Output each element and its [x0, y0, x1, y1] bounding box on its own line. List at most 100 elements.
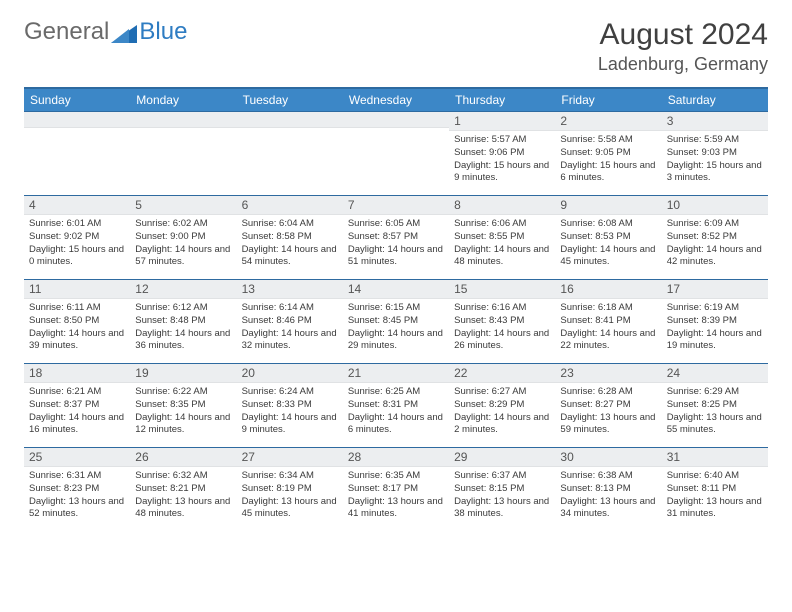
sunrise-text: Sunrise: 6:27 AM — [454, 386, 550, 399]
sunrise-text: Sunrise: 6:02 AM — [135, 218, 231, 231]
day-details: Sunrise: 5:57 AMSunset: 9:06 PMDaylight:… — [449, 131, 555, 189]
day-number: 30 — [555, 448, 661, 467]
calendar-day-cell: 9Sunrise: 6:08 AMSunset: 8:53 PMDaylight… — [555, 196, 661, 280]
sunset-text: Sunset: 8:41 PM — [560, 315, 656, 328]
sunrise-text: Sunrise: 6:09 AM — [667, 218, 763, 231]
calendar-day-cell: 30Sunrise: 6:38 AMSunset: 8:13 PMDayligh… — [555, 448, 661, 532]
day-number — [24, 112, 130, 128]
daylight-text: Daylight: 14 hours and 54 minutes. — [242, 244, 338, 270]
daylight-text: Daylight: 14 hours and 9 minutes. — [242, 412, 338, 438]
day-number: 18 — [24, 364, 130, 383]
sunrise-text: Sunrise: 5:58 AM — [560, 134, 656, 147]
calendar-day-cell: 7Sunrise: 6:05 AMSunset: 8:57 PMDaylight… — [343, 196, 449, 280]
daylight-text: Daylight: 14 hours and 26 minutes. — [454, 328, 550, 354]
calendar-day-cell: 16Sunrise: 6:18 AMSunset: 8:41 PMDayligh… — [555, 280, 661, 364]
day-number: 12 — [130, 280, 236, 299]
day-header: Wednesday — [343, 88, 449, 112]
day-details: Sunrise: 6:05 AMSunset: 8:57 PMDaylight:… — [343, 215, 449, 273]
sunrise-text: Sunrise: 6:38 AM — [560, 470, 656, 483]
day-number: 24 — [662, 364, 768, 383]
day-number: 1 — [449, 112, 555, 131]
daylight-text: Daylight: 13 hours and 55 minutes. — [667, 412, 763, 438]
month-title: August 2024 — [598, 18, 768, 52]
logo-text-blue: Blue — [139, 18, 187, 46]
day-number: 21 — [343, 364, 449, 383]
day-number: 3 — [662, 112, 768, 131]
day-details: Sunrise: 6:22 AMSunset: 8:35 PMDaylight:… — [130, 383, 236, 441]
daylight-text: Daylight: 15 hours and 9 minutes. — [454, 160, 550, 186]
sunrise-text: Sunrise: 6:01 AM — [29, 218, 125, 231]
sunset-text: Sunset: 8:57 PM — [348, 231, 444, 244]
calendar-week-row: 4Sunrise: 6:01 AMSunset: 9:02 PMDaylight… — [24, 196, 768, 280]
day-number: 20 — [237, 364, 343, 383]
sunset-text: Sunset: 8:21 PM — [135, 483, 231, 496]
day-header: Sunday — [24, 88, 130, 112]
calendar-day-cell: 29Sunrise: 6:37 AMSunset: 8:15 PMDayligh… — [449, 448, 555, 532]
sunrise-text: Sunrise: 6:12 AM — [135, 302, 231, 315]
day-number: 17 — [662, 280, 768, 299]
daylight-text: Daylight: 13 hours and 59 minutes. — [560, 412, 656, 438]
calendar-day-cell: 11Sunrise: 6:11 AMSunset: 8:50 PMDayligh… — [24, 280, 130, 364]
calendar-week-row: 1Sunrise: 5:57 AMSunset: 9:06 PMDaylight… — [24, 112, 768, 196]
daylight-text: Daylight: 14 hours and 48 minutes. — [454, 244, 550, 270]
sunset-text: Sunset: 9:00 PM — [135, 231, 231, 244]
day-number: 27 — [237, 448, 343, 467]
calendar-day-cell: 14Sunrise: 6:15 AMSunset: 8:45 PMDayligh… — [343, 280, 449, 364]
day-number: 7 — [343, 196, 449, 215]
calendar-day-cell: 31Sunrise: 6:40 AMSunset: 8:11 PMDayligh… — [662, 448, 768, 532]
sunrise-text: Sunrise: 6:04 AM — [242, 218, 338, 231]
sunset-text: Sunset: 8:31 PM — [348, 399, 444, 412]
day-number: 14 — [343, 280, 449, 299]
day-number: 8 — [449, 196, 555, 215]
daylight-text: Daylight: 14 hours and 6 minutes. — [348, 412, 444, 438]
sunset-text: Sunset: 8:11 PM — [667, 483, 763, 496]
calendar-day-cell: 13Sunrise: 6:14 AMSunset: 8:46 PMDayligh… — [237, 280, 343, 364]
day-details: Sunrise: 6:25 AMSunset: 8:31 PMDaylight:… — [343, 383, 449, 441]
day-number: 6 — [237, 196, 343, 215]
day-details: Sunrise: 6:38 AMSunset: 8:13 PMDaylight:… — [555, 467, 661, 525]
day-details: Sunrise: 6:01 AMSunset: 9:02 PMDaylight:… — [24, 215, 130, 273]
day-details: Sunrise: 6:21 AMSunset: 8:37 PMDaylight:… — [24, 383, 130, 441]
title-block: August 2024 Ladenburg, Germany — [598, 18, 768, 75]
day-number: 28 — [343, 448, 449, 467]
sunrise-text: Sunrise: 6:11 AM — [29, 302, 125, 315]
day-number: 11 — [24, 280, 130, 299]
calendar-day-cell: 26Sunrise: 6:32 AMSunset: 8:21 PMDayligh… — [130, 448, 236, 532]
sunrise-text: Sunrise: 6:16 AM — [454, 302, 550, 315]
sunrise-text: Sunrise: 6:25 AM — [348, 386, 444, 399]
daylight-text: Daylight: 15 hours and 6 minutes. — [560, 160, 656, 186]
sunrise-text: Sunrise: 6:15 AM — [348, 302, 444, 315]
sunrise-text: Sunrise: 6:34 AM — [242, 470, 338, 483]
calendar-day-cell: 27Sunrise: 6:34 AMSunset: 8:19 PMDayligh… — [237, 448, 343, 532]
daylight-text: Daylight: 14 hours and 51 minutes. — [348, 244, 444, 270]
day-details: Sunrise: 6:11 AMSunset: 8:50 PMDaylight:… — [24, 299, 130, 357]
daylight-text: Daylight: 14 hours and 12 minutes. — [135, 412, 231, 438]
daylight-text: Daylight: 15 hours and 0 minutes. — [29, 244, 125, 270]
daylight-text: Daylight: 14 hours and 39 minutes. — [29, 328, 125, 354]
daylight-text: Daylight: 14 hours and 57 minutes. — [135, 244, 231, 270]
calendar-day-cell: 21Sunrise: 6:25 AMSunset: 8:31 PMDayligh… — [343, 364, 449, 448]
daylight-text: Daylight: 14 hours and 16 minutes. — [29, 412, 125, 438]
sunset-text: Sunset: 8:50 PM — [29, 315, 125, 328]
day-details: Sunrise: 6:24 AMSunset: 8:33 PMDaylight:… — [237, 383, 343, 441]
day-number: 22 — [449, 364, 555, 383]
calendar-day-cell: 10Sunrise: 6:09 AMSunset: 8:52 PMDayligh… — [662, 196, 768, 280]
sunrise-text: Sunrise: 6:37 AM — [454, 470, 550, 483]
sunset-text: Sunset: 8:25 PM — [667, 399, 763, 412]
calendar-day-cell — [130, 112, 236, 196]
day-number: 19 — [130, 364, 236, 383]
sunset-text: Sunset: 8:55 PM — [454, 231, 550, 244]
day-details: Sunrise: 6:31 AMSunset: 8:23 PMDaylight:… — [24, 467, 130, 525]
sunrise-text: Sunrise: 6:06 AM — [454, 218, 550, 231]
calendar-day-cell: 5Sunrise: 6:02 AMSunset: 9:00 PMDaylight… — [130, 196, 236, 280]
sunset-text: Sunset: 8:48 PM — [135, 315, 231, 328]
calendar-week-row: 11Sunrise: 6:11 AMSunset: 8:50 PMDayligh… — [24, 280, 768, 364]
sunset-text: Sunset: 8:58 PM — [242, 231, 338, 244]
sunset-text: Sunset: 8:53 PM — [560, 231, 656, 244]
daylight-text: Daylight: 14 hours and 45 minutes. — [560, 244, 656, 270]
daylight-text: Daylight: 13 hours and 45 minutes. — [242, 496, 338, 522]
day-details: Sunrise: 6:37 AMSunset: 8:15 PMDaylight:… — [449, 467, 555, 525]
daylight-text: Daylight: 13 hours and 48 minutes. — [135, 496, 231, 522]
daylight-text: Daylight: 14 hours and 22 minutes. — [560, 328, 656, 354]
sunset-text: Sunset: 8:15 PM — [454, 483, 550, 496]
